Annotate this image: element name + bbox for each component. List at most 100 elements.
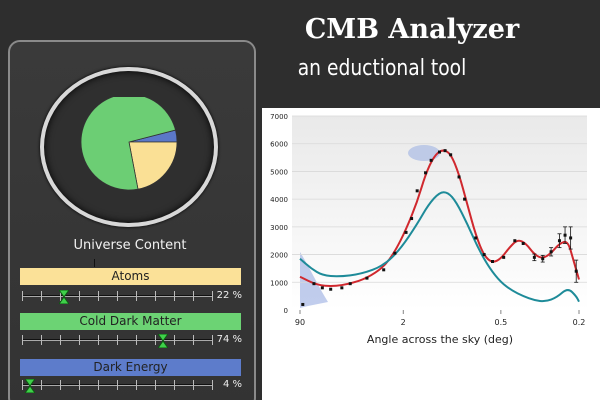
slider-tick (22, 335, 23, 345)
measurement-point (312, 282, 316, 286)
slider-thumb[interactable] (156, 333, 169, 349)
measurement-point (365, 276, 369, 280)
measurement-point (449, 153, 453, 157)
measurement-point (429, 158, 433, 162)
measurement-point (532, 255, 536, 259)
slider-tick (193, 335, 194, 345)
measurement-point (404, 230, 408, 234)
peak-uncertainty-band (408, 145, 440, 161)
measurement-point (320, 286, 324, 290)
slider-tick (212, 291, 213, 301)
y-tick-label: 5000 (270, 168, 288, 176)
measurement-point (569, 236, 573, 240)
measurement-point (563, 233, 567, 237)
x-tick-label: 2 (401, 318, 406, 327)
atoms-label-band: Atoms (20, 268, 241, 285)
cold-dark-matter-percent: 74 % (216, 334, 242, 345)
slider-tick (79, 291, 80, 301)
slider-tick (136, 291, 137, 301)
cold-dark-matter-label-band: Cold Dark Matter (20, 313, 241, 330)
atoms-slider[interactable] (22, 289, 213, 305)
measurement-point (443, 149, 447, 153)
measurement-point (574, 269, 578, 273)
measurement-point (474, 236, 478, 240)
slider-thumb[interactable] (57, 289, 70, 305)
slider-tick (136, 335, 137, 345)
measurement-point (410, 217, 414, 221)
measurement-point (393, 251, 397, 255)
slider-tick (79, 380, 80, 390)
slider-tick (41, 380, 42, 390)
y-tick-label: 2000 (270, 252, 288, 260)
slider-tick (155, 291, 156, 301)
slider-tick (60, 335, 61, 345)
slider-tick (117, 380, 118, 390)
slider-tick (60, 291, 61, 301)
y-tick-label: 4000 (270, 196, 288, 204)
x-tick-label: 0.5 (495, 318, 508, 327)
atoms-percent: 22 % (216, 290, 242, 301)
y-tick-label: 1000 (270, 279, 288, 287)
x-tick-label: 90 (295, 318, 305, 327)
slider-tick (41, 291, 42, 301)
title-tick-mark (94, 259, 95, 267)
slider-tick (60, 380, 61, 390)
cmb-chart-area: 0 1000 2000 3000 4000 5000 6000 7000 90 2 0.5 0.2 … (262, 108, 600, 400)
dark-energy-label-band: Dark Energy (20, 359, 241, 376)
y-tick-label: 7000 (270, 113, 288, 121)
slider-tick (174, 291, 175, 301)
measurement-point (348, 282, 352, 286)
measurement-point (513, 239, 517, 243)
app-title: CMB Analyzer (304, 14, 520, 45)
slider-tick (212, 380, 213, 390)
measurement-point (415, 189, 419, 193)
dark-energy-percent: 4 % (222, 379, 242, 390)
prediction-curve (299, 191, 580, 303)
pie-slice-cold-dark-matter (80, 97, 176, 191)
measurement-point (482, 253, 486, 257)
slider-tick (174, 335, 175, 345)
slider-tick (117, 335, 118, 345)
y-tick-label: 3000 (270, 224, 288, 232)
measurement-point (549, 250, 553, 254)
slider-tick (212, 335, 213, 345)
app-subtitle: an eductional tool (297, 56, 467, 81)
cold-dark-matter-slider[interactable] (22, 333, 213, 349)
measurement-point (541, 257, 545, 261)
slider-tick (155, 335, 156, 345)
measurement-point (463, 197, 467, 201)
dark-energy-slider[interactable] (22, 378, 213, 394)
plot-background (292, 116, 587, 310)
measurement-point (438, 150, 441, 154)
universe-content-pie (80, 97, 178, 191)
slider-tick (79, 335, 80, 345)
slider-tick (22, 380, 23, 390)
y-tick-label: 6000 (270, 141, 288, 149)
measurement-point (382, 268, 386, 272)
measurement-point (502, 255, 506, 259)
measurement-point (340, 286, 344, 290)
slider-tick (98, 291, 99, 301)
slider-tick (41, 335, 42, 345)
slider-tick (98, 335, 99, 345)
measurement-point (557, 239, 561, 243)
slider-tick (193, 380, 194, 390)
pie-slice-atoms (128, 141, 178, 190)
slider-tick (193, 291, 194, 301)
measurement-point (424, 171, 428, 175)
measurement-point (301, 302, 305, 306)
slider-tick (117, 291, 118, 301)
slider-tick (174, 380, 175, 390)
y-tick-label: 0 (284, 307, 288, 315)
measurement-point (491, 260, 495, 263)
measurement-point (457, 175, 461, 179)
x-axis-label: Angle across the sky (deg) (367, 333, 513, 346)
slider-tick (98, 380, 99, 390)
measurement-point (521, 241, 525, 245)
universe-content-title: Universe Content (73, 238, 187, 253)
slider-tick (22, 291, 23, 301)
slider-tick (136, 380, 137, 390)
slider-thumb[interactable] (23, 378, 36, 394)
x-tick-label: 0.2 (573, 318, 586, 327)
